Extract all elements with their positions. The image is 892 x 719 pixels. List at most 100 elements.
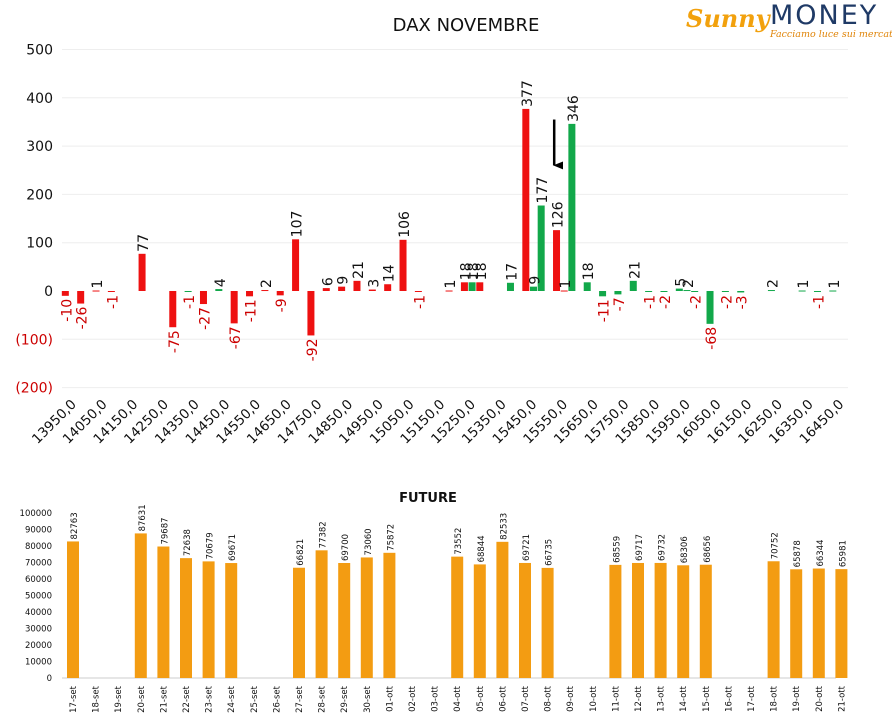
future-data-label: 77382 — [319, 521, 329, 548]
future-x-tick-label: 23-set — [205, 685, 215, 713]
future-data-label: 79687 — [160, 517, 170, 544]
bar-14450,0 — [230, 291, 238, 324]
future-x-tick-label: 14-ott — [679, 685, 689, 712]
future-y-tick-label: 20000 — [25, 641, 52, 651]
bar-15150,0 — [445, 290, 453, 292]
future-bar-21-ott — [835, 569, 848, 678]
data-label: 5 — [673, 278, 689, 287]
data-label: 177 — [535, 177, 551, 204]
future-data-label: 82763 — [70, 512, 80, 539]
data-label: 1 — [558, 280, 574, 289]
future-bar-20-set — [134, 533, 147, 678]
bar-15750,0 — [629, 280, 637, 291]
future-x-tick-label: 30-set — [363, 685, 373, 713]
data-label: -10 — [59, 299, 75, 322]
bar-14850,0 — [353, 280, 361, 291]
sunny-money-logo: Sunny MONEY Facciamo luce sui mercati — [684, 0, 892, 44]
data-label: -11 — [244, 299, 260, 322]
bar-15250,0 — [476, 282, 484, 291]
bar-14150,0 — [138, 253, 146, 291]
data-label: 14 — [382, 264, 398, 282]
future-x-tick-label: 05-ott — [476, 685, 486, 712]
future-data-label: 73552 — [454, 528, 464, 555]
future-data-label: 69732 — [658, 534, 668, 561]
data-label: 1 — [796, 280, 812, 289]
bar-14650,0 — [276, 291, 284, 296]
logo-brand-left: Sunny — [686, 4, 770, 33]
bar-16350,0 — [798, 290, 806, 292]
future-data-label: 69721 — [522, 534, 532, 561]
bar-15450,0 — [537, 205, 545, 291]
data-label: -68 — [704, 327, 720, 350]
logo-tagline: Facciamo luce sui mercati — [770, 29, 892, 40]
bar-16150,0 — [737, 291, 745, 293]
future-bar-01-ott — [383, 552, 396, 678]
data-label: 21 — [351, 261, 367, 279]
future-x-tick-label: 22-set — [182, 685, 192, 713]
future-x-tick-label: 08-ott — [544, 685, 554, 712]
future-x-tick-label: 07-ott — [521, 685, 531, 712]
bar-15450,0 — [530, 286, 537, 291]
bar-15850,0 — [660, 291, 668, 292]
data-label: 107 — [290, 211, 306, 238]
future-x-tick-label: 25-set — [250, 685, 260, 713]
future-y-tick-label: 0 — [47, 674, 52, 684]
bar-14550,0 — [261, 290, 269, 292]
y-tick-label: 400 — [26, 91, 53, 107]
y-tick-label: (100) — [15, 332, 53, 348]
data-label: 18 — [458, 262, 474, 280]
data-label: -2 — [689, 295, 705, 309]
bar-15350,0 — [506, 282, 514, 291]
future-data-label: 75872 — [386, 524, 396, 551]
future-data-label: 73060 — [364, 528, 374, 555]
bar-13950,0 — [61, 291, 69, 296]
data-label: -1 — [105, 295, 121, 309]
future-title: FUTURE — [399, 491, 457, 506]
bar-15050,0 — [399, 239, 407, 291]
future-x-tick-label: 21-ott — [837, 685, 847, 712]
data-label: 6 — [320, 277, 336, 286]
bar-14450,0 — [215, 289, 223, 291]
data-label: 377 — [520, 80, 536, 107]
y-tick-label: 200 — [26, 187, 53, 203]
future-y-tick-label: 80000 — [25, 542, 52, 552]
bar-15250,0 — [468, 282, 476, 291]
bar-14850,0 — [338, 286, 346, 291]
bar-15250,0 — [460, 282, 468, 291]
future-data-label: 69717 — [635, 534, 645, 561]
data-label: -3 — [735, 295, 751, 309]
future-bar-21-set — [157, 546, 170, 678]
data-label: 4 — [213, 278, 229, 287]
future-data-label: 68559 — [612, 536, 622, 563]
future-bar-18-ott — [767, 561, 780, 678]
data-label: -1 — [182, 295, 198, 309]
future-x-tick-label: 18-set — [92, 685, 102, 713]
future-data-label: 69700 — [341, 534, 351, 561]
data-label: -75 — [167, 330, 183, 353]
data-label: -7 — [612, 297, 628, 311]
data-label: -27 — [197, 307, 213, 330]
bar-15550,0 — [553, 230, 561, 291]
future-x-tick-label: 28-set — [318, 685, 328, 713]
bar-15950,0 — [691, 291, 699, 292]
data-label: -1 — [643, 295, 659, 309]
future-x-tick-label: 18-ott — [770, 685, 780, 712]
future-x-tick-label: 11-ott — [611, 685, 621, 712]
future-y-tick-label: 50000 — [25, 592, 52, 602]
future-bar-06-ott — [496, 541, 509, 678]
future-x-tick-label: 15-ott — [702, 685, 712, 712]
bar-14950,0 — [368, 289, 376, 291]
data-label: 21 — [627, 261, 643, 279]
bar-15750,0 — [614, 291, 622, 295]
bar-15950,0 — [683, 290, 691, 292]
bar-14050,0 — [107, 291, 115, 292]
bar-15850,0 — [645, 291, 653, 292]
bar-15450,0 — [522, 108, 530, 291]
future-data-label: 70679 — [206, 532, 216, 559]
future-x-tick-label: 12-ott — [634, 685, 644, 712]
future-bar-30-set — [360, 557, 373, 678]
future-x-tick-label: 17-set — [69, 685, 79, 713]
future-data-label: 66344 — [816, 539, 826, 566]
future-x-tick-label: 06-ott — [498, 685, 508, 712]
data-label: 18 — [466, 262, 482, 280]
